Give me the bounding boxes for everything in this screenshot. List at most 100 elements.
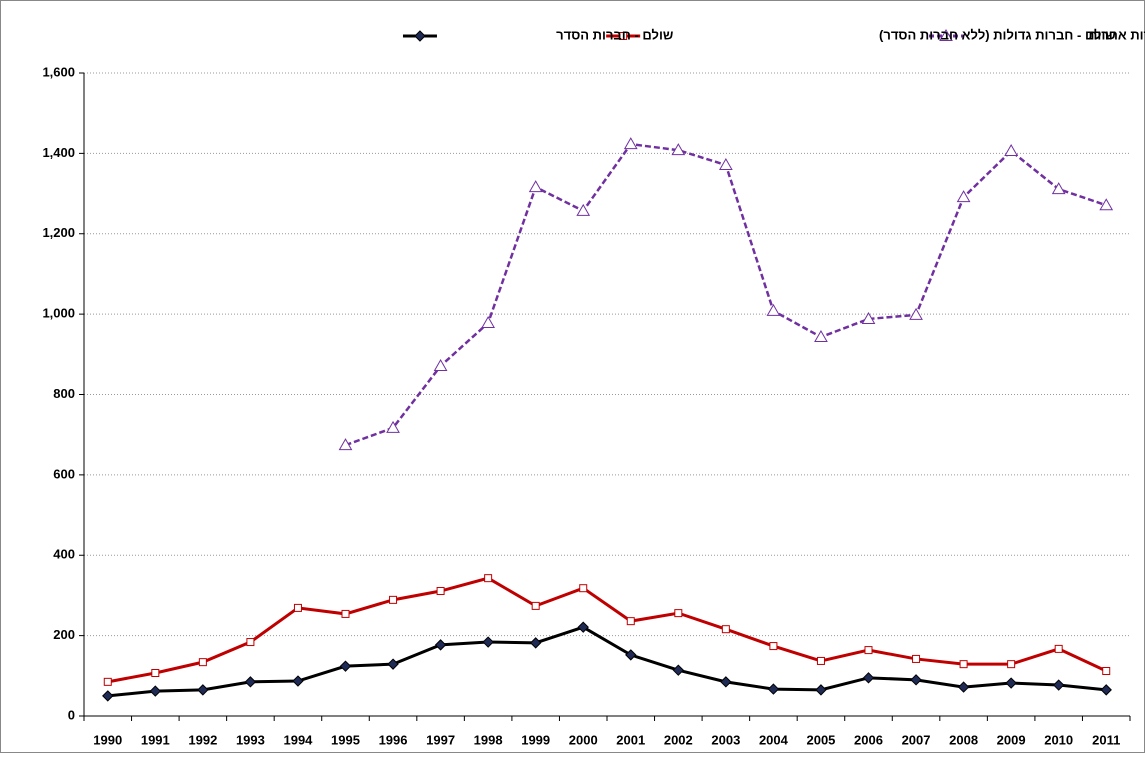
marker <box>766 303 781 316</box>
x-tick-label: 2009 <box>997 732 1026 747</box>
y-tick-label: 600 <box>53 466 75 481</box>
marker <box>1004 143 1018 156</box>
marker <box>912 654 921 663</box>
marker <box>864 646 873 655</box>
y-tick-label: 400 <box>53 547 75 562</box>
marker <box>1005 677 1017 689</box>
y-tick-label: 0 <box>68 707 75 722</box>
x-tick-label: 1996 <box>379 732 408 747</box>
x-tick-label: 2010 <box>1044 732 1073 747</box>
marker <box>1054 644 1063 653</box>
x-tick-label: 2003 <box>711 732 740 747</box>
marker <box>482 636 494 648</box>
marker <box>816 656 825 665</box>
marker <box>484 574 493 583</box>
marker <box>619 32 628 40</box>
x-tick-label: 1994 <box>283 732 313 747</box>
legend-item: שולם - חברות הסדר <box>402 27 673 42</box>
series-line <box>107 576 1107 684</box>
marker <box>719 158 733 171</box>
y-tick-label: 800 <box>53 386 75 401</box>
x-tick-label: 2008 <box>949 732 978 747</box>
marker <box>579 584 588 593</box>
x-tick-label: 2004 <box>759 732 789 747</box>
marker <box>767 683 780 695</box>
marker <box>338 438 353 451</box>
x-tick-label: 2011 <box>1092 732 1120 747</box>
marker <box>910 674 922 686</box>
marker <box>671 143 686 156</box>
marker <box>339 660 352 672</box>
x-tick-label: 2007 <box>902 732 931 747</box>
x-tick-label: 1995 <box>331 732 360 747</box>
x-tick-label: 2001 <box>616 732 645 747</box>
marker <box>198 658 207 667</box>
marker <box>672 664 685 676</box>
legend-item: שולם - חברות גדולות (ללא חברות הסדר) <box>606 27 1116 42</box>
marker <box>957 681 970 693</box>
marker <box>1099 198 1114 211</box>
marker <box>1100 684 1112 696</box>
marker <box>1007 660 1016 669</box>
marker <box>815 684 827 696</box>
marker <box>909 307 923 320</box>
marker <box>721 625 730 634</box>
marker <box>1102 666 1111 675</box>
marker <box>576 203 591 216</box>
marker <box>625 649 637 661</box>
y-tick-label: 1,600 <box>42 64 75 79</box>
x-tick-label: 1993 <box>236 732 265 747</box>
marker <box>246 638 255 647</box>
marker <box>577 621 589 633</box>
marker <box>293 603 302 612</box>
x-tick-label: 2005 <box>806 732 835 747</box>
marker <box>197 684 209 696</box>
marker <box>674 609 683 618</box>
marker <box>434 639 447 651</box>
legend-label: שולם - חברות הסדר <box>556 27 673 42</box>
y-tick-label: 1,000 <box>42 306 75 321</box>
x-tick-label: 1999 <box>521 732 550 747</box>
marker <box>414 30 426 42</box>
x-tick-label: 2002 <box>664 732 693 747</box>
marker <box>769 642 778 651</box>
legend-label: שולם - חברות אחרות <box>1088 27 1145 42</box>
marker <box>959 660 968 669</box>
marker <box>292 675 304 687</box>
marker <box>939 28 953 41</box>
marker <box>720 676 732 688</box>
x-tick-label: 1992 <box>188 732 217 747</box>
marker <box>862 672 875 684</box>
marker <box>1052 679 1065 691</box>
marker <box>341 609 350 618</box>
marker <box>103 677 112 686</box>
marker <box>481 315 495 328</box>
x-tick-label: 2000 <box>569 732 598 747</box>
x-tick-label: 1998 <box>474 732 503 747</box>
series-line <box>107 625 1107 698</box>
y-tick-label: 1,400 <box>42 145 75 160</box>
y-tick-label: 1,200 <box>42 225 75 240</box>
marker <box>529 637 542 649</box>
marker <box>956 190 971 203</box>
marker <box>861 311 876 324</box>
marker <box>531 601 540 610</box>
marker <box>387 658 399 670</box>
x-tick-label: 1997 <box>426 732 455 747</box>
marker <box>389 595 398 604</box>
marker <box>149 685 162 697</box>
marker <box>1051 182 1066 195</box>
x-tick-label: 1991 <box>141 732 170 747</box>
marker <box>623 137 638 150</box>
x-tick-label: 2006 <box>854 732 883 747</box>
y-tick-label: 200 <box>53 627 75 642</box>
marker <box>436 587 445 596</box>
x-tick-label: 1990 <box>93 732 122 747</box>
marker <box>102 690 114 702</box>
marker <box>386 420 400 433</box>
legend-label: שולם - חברות גדולות (ללא חברות הסדר) <box>879 27 1116 42</box>
marker <box>814 330 828 343</box>
marker <box>151 668 160 677</box>
